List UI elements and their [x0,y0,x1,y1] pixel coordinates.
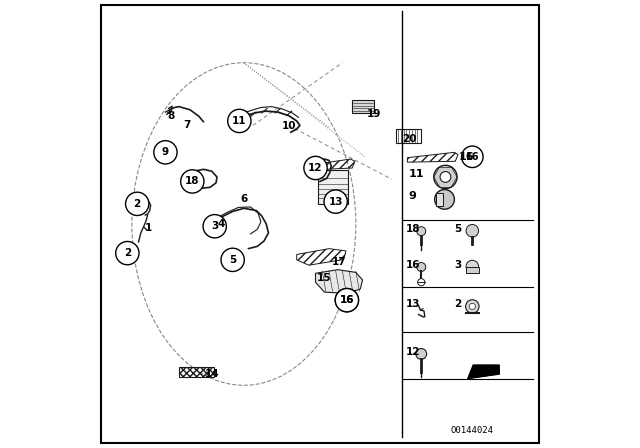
Circle shape [304,156,327,180]
Circle shape [228,109,251,133]
Text: 12: 12 [308,163,323,173]
Text: 16: 16 [459,152,474,162]
Text: 2: 2 [454,299,461,309]
Text: 20: 20 [403,134,417,144]
Circle shape [466,224,479,237]
Text: 13: 13 [406,299,420,309]
Text: 12: 12 [406,347,420,357]
Text: 5: 5 [229,255,236,265]
Text: 16: 16 [465,152,479,162]
Circle shape [125,192,149,215]
Circle shape [416,349,427,359]
Circle shape [116,241,139,265]
Circle shape [418,279,425,286]
Circle shape [417,263,426,271]
Circle shape [466,260,479,273]
Text: 7: 7 [183,121,190,130]
Bar [352,100,374,113]
Circle shape [221,248,244,271]
Circle shape [440,172,451,182]
Text: 4: 4 [218,219,225,229]
Circle shape [324,190,348,213]
Text: 3: 3 [211,221,218,231]
Text: 11: 11 [409,169,424,179]
Text: 2: 2 [134,199,141,209]
Bar [436,193,443,206]
Circle shape [417,227,426,236]
Text: 9: 9 [409,191,417,201]
Circle shape [203,215,227,238]
Bar [179,367,214,377]
Circle shape [435,190,454,209]
Circle shape [335,289,358,312]
Text: 17: 17 [332,257,347,267]
Circle shape [461,146,483,168]
Text: 11: 11 [232,116,246,126]
Circle shape [469,303,476,310]
Text: O0144024: O0144024 [451,426,494,435]
Text: 16: 16 [406,260,420,270]
Text: 6: 6 [240,194,248,204]
Text: 18: 18 [185,177,200,186]
Bar [396,129,421,143]
Text: 16: 16 [340,295,354,305]
Circle shape [465,300,479,313]
Text: 10: 10 [282,121,297,131]
Text: 19: 19 [367,109,381,119]
Circle shape [154,141,177,164]
Text: 5: 5 [454,224,461,234]
Text: 9: 9 [162,147,169,157]
Text: 14: 14 [205,369,220,379]
Circle shape [335,289,358,312]
Text: 13: 13 [328,197,343,207]
Text: 2: 2 [124,248,131,258]
Text: 3: 3 [454,260,461,270]
Polygon shape [316,270,362,293]
Circle shape [180,170,204,193]
Circle shape [434,165,457,189]
Text: 15: 15 [317,273,332,283]
Polygon shape [468,365,499,379]
Text: 1: 1 [145,224,152,233]
Bar [317,170,348,204]
Text: 18: 18 [406,224,420,234]
Text: 8: 8 [168,112,175,121]
Text: 16: 16 [340,295,354,305]
Bar [466,267,479,273]
